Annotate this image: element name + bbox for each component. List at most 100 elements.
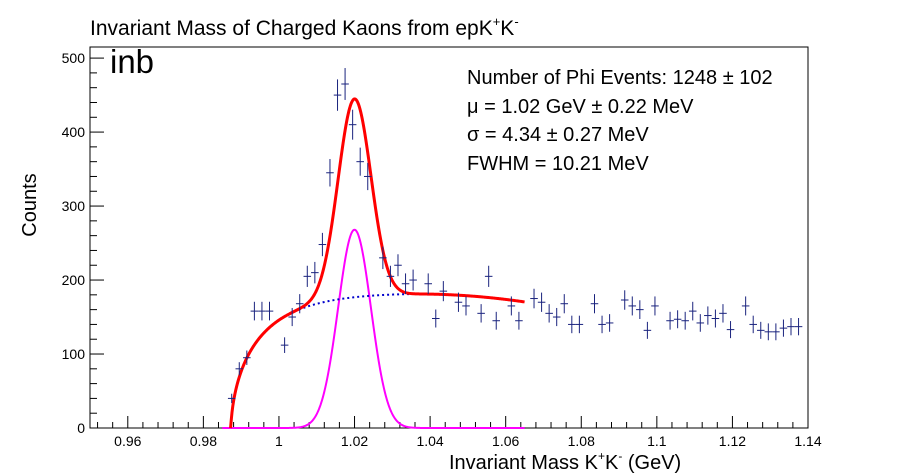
data-point [477, 304, 485, 323]
svg-text:Invariant Mass of Charged Kaon: Invariant Mass of Charged Kaons from epK… [90, 14, 519, 40]
data-point [341, 68, 349, 100]
fit-curves [222, 97, 525, 429]
data-point [379, 246, 387, 270]
chart-title-mid: K [500, 17, 514, 40]
data-point [363, 162, 372, 191]
x-tick-label: 1.08 [568, 433, 595, 449]
y-tick-label: 500 [62, 50, 86, 66]
data-point [439, 281, 448, 302]
plot-frame [89, 46, 809, 429]
y-axis: 0 100 200 300 400 500 [62, 50, 104, 436]
data-point [250, 301, 259, 321]
data-point [288, 307, 296, 327]
x-axis-label-main: Invariant Mass K [449, 452, 599, 474]
data-point [462, 296, 470, 316]
data-point [484, 265, 493, 287]
chart-title-main: Invariant Mass of Charged Kaons from epK [90, 17, 493, 40]
x-axis-label: Invariant Mass K+K- (GeV) [449, 449, 681, 474]
data-point [681, 311, 689, 330]
data-point [726, 321, 735, 339]
fit-annotation-line: μ = 1.02 GeV ± 0.22 MeV [467, 96, 694, 118]
data-point [280, 337, 289, 353]
data-point [537, 292, 546, 312]
data-point [560, 294, 569, 314]
data-point [628, 296, 637, 316]
data-point [243, 350, 251, 365]
data-point [356, 147, 364, 176]
x-tick-label: 1.04 [416, 433, 443, 449]
x-axis-label-sup2: - [618, 449, 622, 463]
data-point [431, 309, 440, 328]
x-tick-label: 1.14 [794, 433, 821, 449]
data-point [741, 296, 750, 316]
data-point [696, 314, 705, 332]
data-point [719, 304, 727, 323]
data-point [530, 288, 538, 309]
data-point [348, 109, 357, 140]
data-point [545, 304, 553, 323]
data-point [673, 310, 682, 329]
data-point [326, 159, 334, 187]
x-tick-label: 1.1 [647, 433, 667, 449]
data-point [787, 317, 795, 336]
signal-gaussian-curve [222, 228, 525, 429]
background-fit-curve [229, 293, 525, 429]
data-point [295, 294, 304, 314]
data-point [779, 319, 788, 337]
data-point [636, 300, 644, 319]
data-point [318, 232, 327, 257]
data-markers [227, 68, 803, 404]
data-point [265, 301, 274, 321]
data-point [598, 315, 606, 334]
data-point [258, 301, 266, 321]
x-axis: 0.96 0.98 1 1.02 1.04 1.06 1.08 1.1 1.12 1.14 [97, 416, 822, 449]
y-tick-label: 300 [62, 198, 86, 214]
data-point [688, 301, 697, 321]
data-point [401, 273, 410, 295]
x-tick-label: 1.02 [341, 433, 368, 449]
data-point [764, 323, 773, 341]
data-point [454, 292, 463, 312]
data-point [711, 309, 720, 328]
data-point [794, 317, 803, 336]
data-point [386, 265, 395, 287]
data-point [568, 315, 576, 334]
x-axis-label-sup1: + [598, 449, 605, 463]
data-point [666, 311, 674, 330]
svg-text:Invariant Mass K+K- (GeV): Invariant Mass K+K- (GeV) [449, 449, 681, 474]
data-point [235, 362, 244, 376]
x-axis-label-mid: K [605, 452, 619, 474]
chart-title-sup2: - [514, 14, 518, 29]
chart-title: Invariant Mass of Charged Kaons from epK… [90, 14, 519, 40]
total-fit-curve [229, 97, 525, 429]
data-point [303, 265, 312, 287]
y-tick-label: 100 [62, 346, 86, 362]
sample-tag: inb [110, 43, 154, 80]
y-tick-label: 400 [62, 124, 86, 140]
x-tick-label: 1.06 [492, 433, 519, 449]
data-point [772, 323, 780, 341]
y-tick-label: 200 [62, 272, 86, 288]
data-point [575, 315, 584, 334]
data-point [552, 307, 561, 327]
x-tick-label: 0.96 [114, 433, 141, 449]
data-point [409, 269, 417, 291]
x-tick-label: 0.98 [190, 433, 217, 449]
fit-annotation-line: FWHM = 10.21 MeV [467, 153, 649, 175]
data-point [311, 261, 319, 284]
data-point [492, 311, 501, 330]
fit-annotation-line: σ = 4.34 ± 0.27 MeV [467, 124, 649, 146]
data-point [643, 321, 652, 339]
x-tick-label: 1.12 [719, 433, 746, 449]
y-tick-label: 0 [77, 420, 85, 436]
data-point [227, 393, 236, 404]
data-point [590, 294, 599, 314]
data-point [756, 321, 765, 339]
data-point [507, 296, 516, 316]
data-point [620, 290, 629, 310]
fit-annotation-line: Number of Phi Events: 1248 ± 102 [467, 67, 773, 89]
data-point [749, 315, 757, 334]
fit-annotations: Number of Phi Events: 1248 ± 102 μ = 1.02… [467, 67, 773, 175]
x-axis-label-tail: (GeV) [622, 452, 681, 474]
